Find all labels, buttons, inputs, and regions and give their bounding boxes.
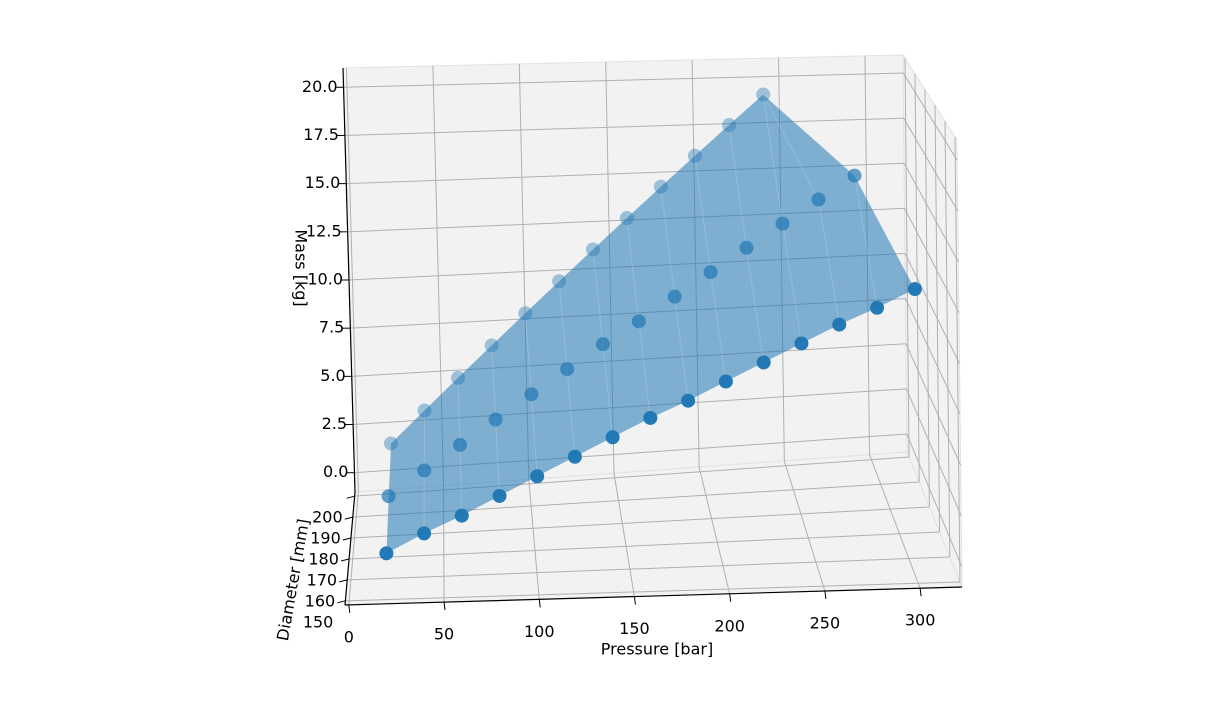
y-tick-label: 190 [310,529,341,548]
point [417,404,431,418]
point [688,149,702,163]
point [643,411,657,425]
x-tick-label: 50 [434,625,454,644]
z-tick-label: 5.0 [320,366,345,385]
tick-mark [539,599,540,607]
tick-mark [343,538,351,540]
z-axis-label: Mass [kg] [292,229,311,306]
x-tick-label: 300 [905,611,936,630]
x-tick-label: 100 [524,622,555,641]
point [620,211,634,225]
point [382,489,396,503]
z-tick-label: 17.5 [303,125,339,144]
tick-mark [337,601,345,603]
point [848,169,862,183]
tick-mark [730,594,731,602]
point [524,387,538,401]
point [379,546,393,560]
tick-mark [825,591,826,599]
y-tick-label: 200 [312,508,343,527]
tick-mark [444,602,445,610]
y-tick-label: 150 [303,612,334,631]
tick-mark [345,517,353,519]
point [518,306,532,320]
z-tick-label: 20.0 [302,77,338,96]
point [704,265,718,279]
x-axis-label: Pressure [bar] [601,640,713,659]
point [811,193,825,207]
z-tick-label: 2.5 [322,414,347,433]
point [560,362,574,376]
point [568,450,582,464]
z-tick-label: 0.0 [323,462,348,481]
point [756,88,770,102]
point [719,375,733,389]
point [740,241,754,255]
point [681,394,695,408]
point [417,463,431,477]
point [775,217,789,231]
point [668,290,682,304]
point [832,318,846,332]
tick-mark [349,605,350,613]
tick-mark [347,496,355,498]
point [606,430,620,444]
z-tick-label: 10.0 [307,270,343,289]
point [417,526,431,540]
tick-mark [339,580,347,582]
tick-mark [634,597,635,605]
point [870,301,884,315]
tick-mark [341,559,349,561]
point [451,371,465,385]
point [485,338,499,352]
y-tick-label: 170 [307,570,338,589]
y-tick-label: 160 [305,591,336,610]
point [530,469,544,483]
point [552,274,566,288]
point [492,489,506,503]
point [632,314,646,328]
point [908,282,922,296]
point [654,180,668,194]
x-tick-label: 200 [714,616,745,635]
point [596,337,610,351]
point [384,436,398,450]
point [586,243,600,257]
point [455,509,469,523]
z-tick-label: 7.5 [319,318,344,337]
point [489,412,503,426]
x-tick-label: 0 [344,627,354,646]
point [794,336,808,350]
point [453,438,467,452]
point [722,118,736,132]
tick-mark [920,588,921,596]
point [757,355,771,369]
z-tick-label: 15.0 [305,173,341,192]
x-tick-label: 150 [619,619,650,638]
x-tick-label: 250 [810,614,841,633]
y-tick-label: 180 [308,550,339,569]
